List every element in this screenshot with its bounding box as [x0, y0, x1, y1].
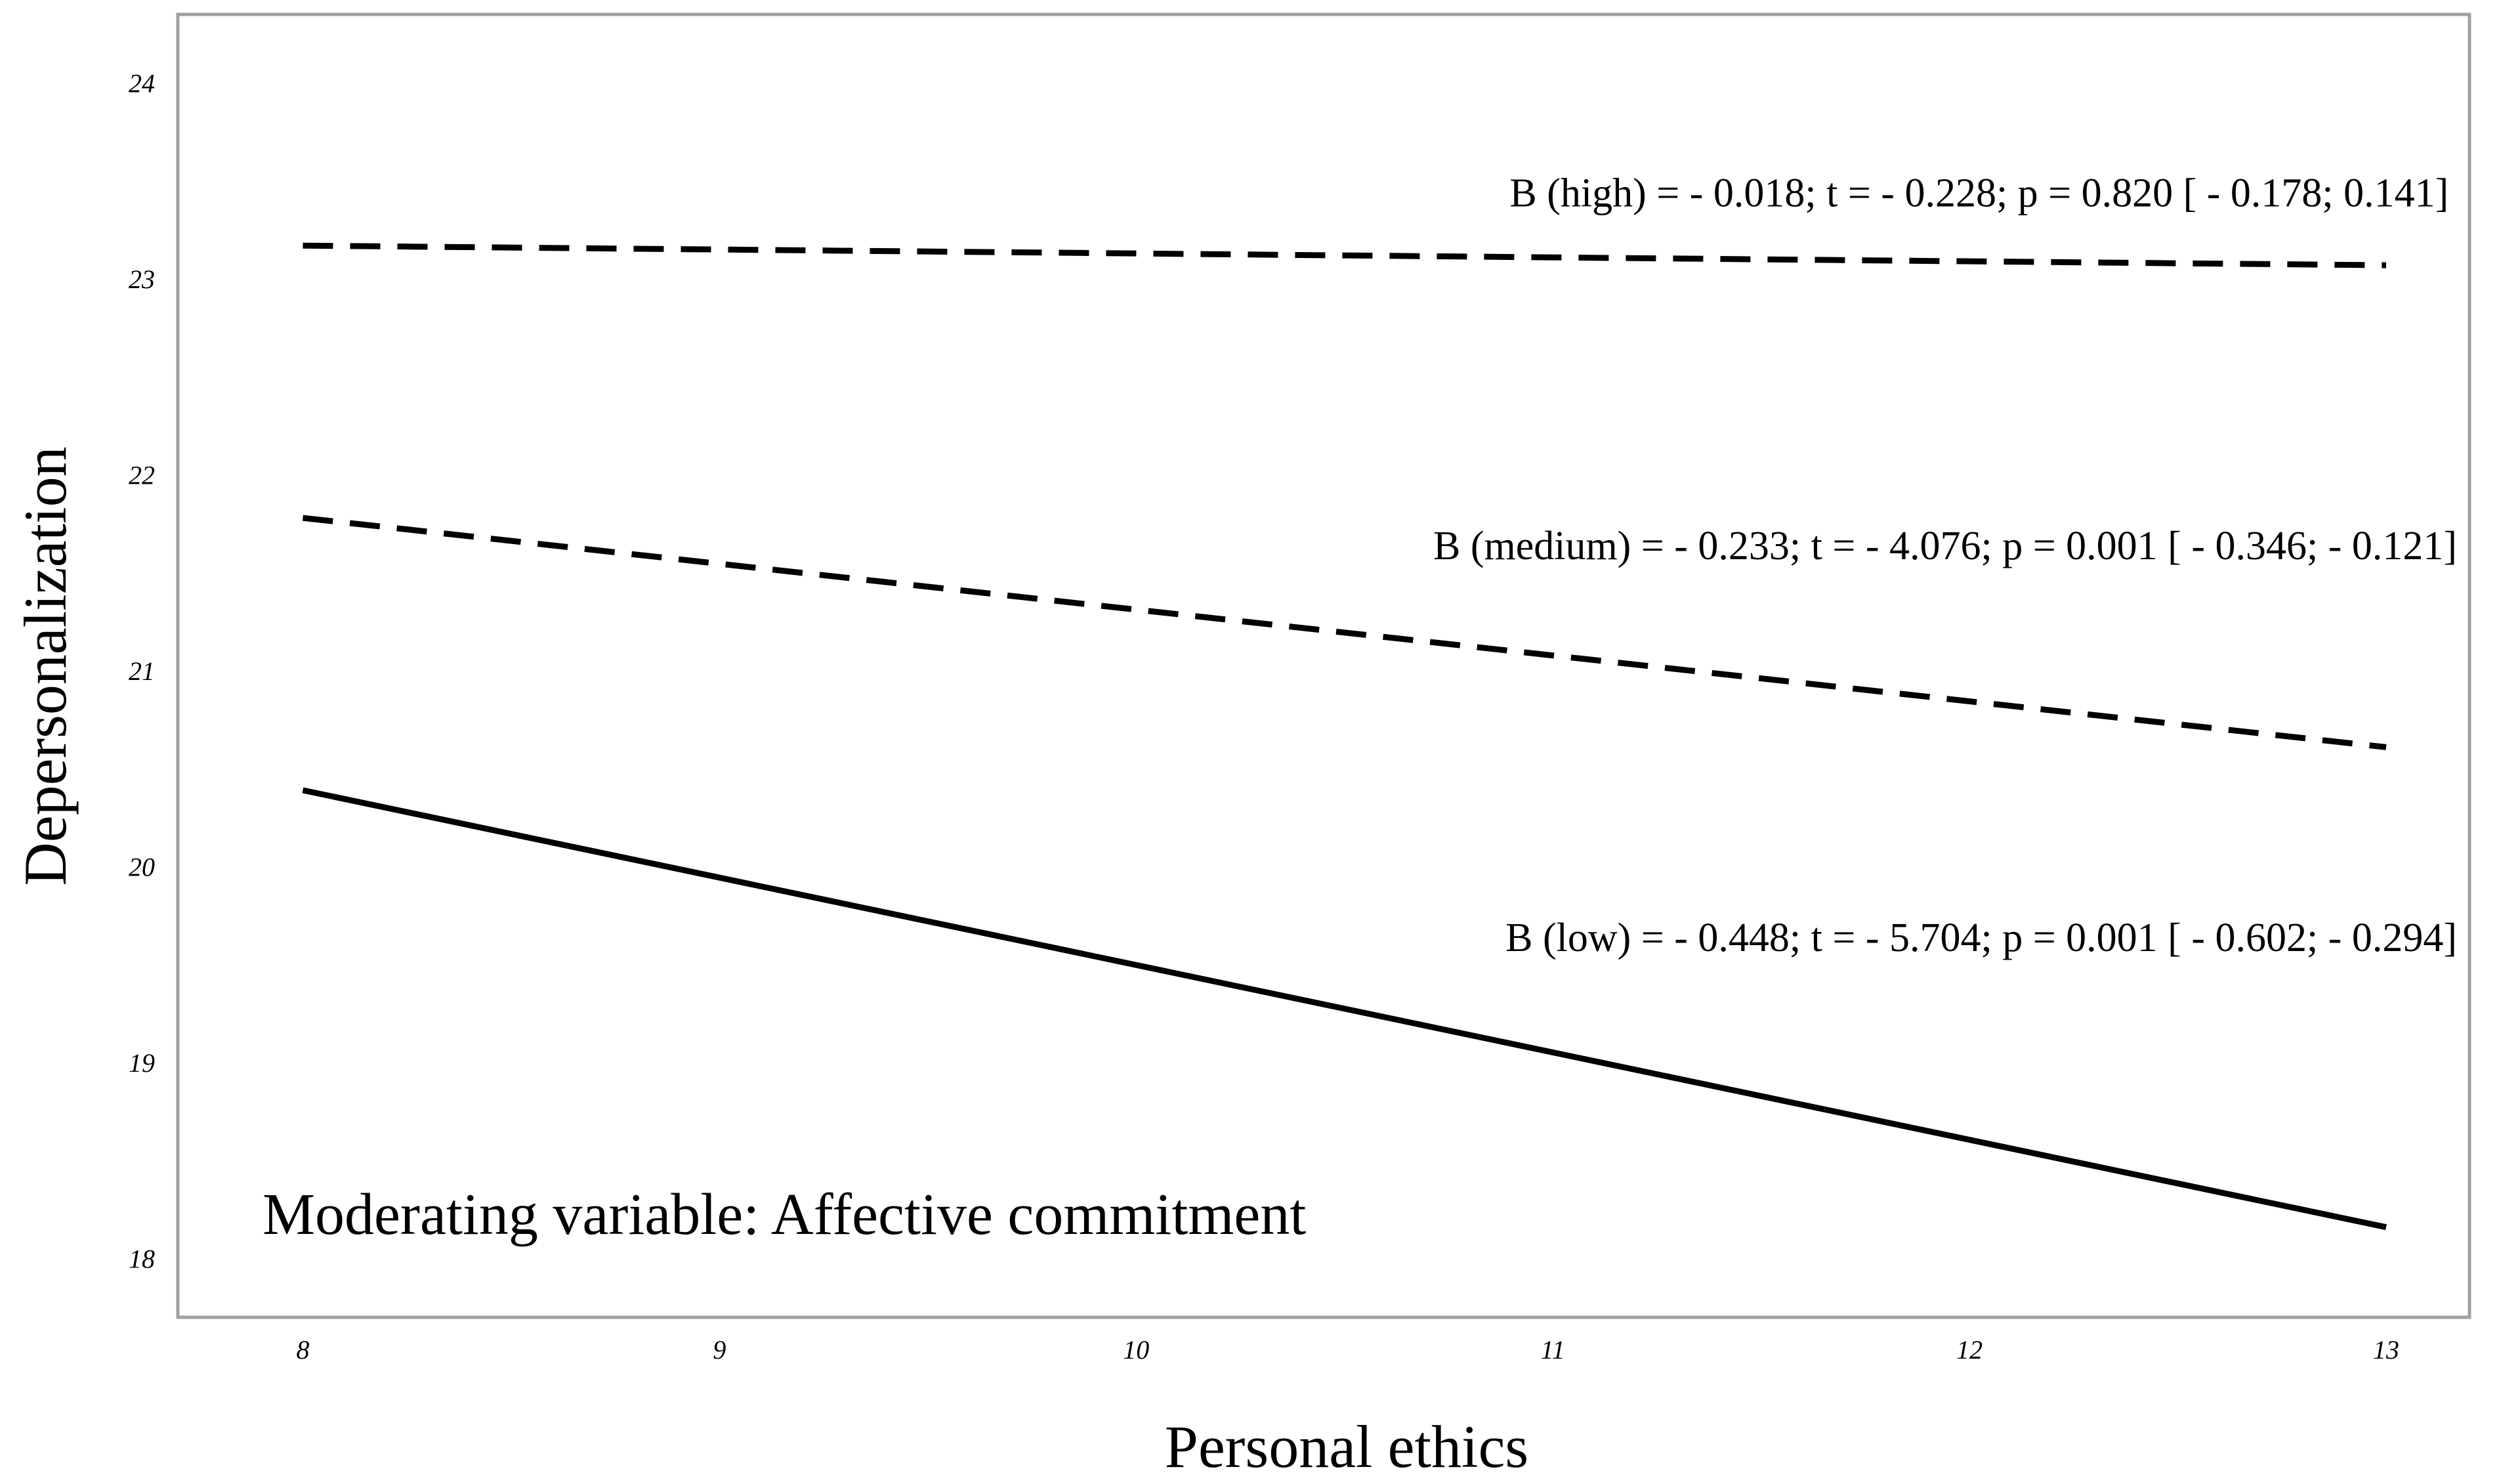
y-tick-label: 23 — [129, 265, 155, 294]
x-tick-label: 12 — [1956, 1335, 1983, 1365]
y-tick-label: 22 — [129, 461, 155, 490]
y-tick-label: 18 — [129, 1244, 155, 1274]
series-line-high — [303, 242, 2387, 268]
x-tick-label: 8 — [297, 1335, 310, 1365]
x-tick-label: 11 — [1541, 1335, 1565, 1365]
y-tick-label: 19 — [129, 1048, 155, 1078]
annotation-high: B (high) = - 0.018; t = - 0.228; p = 0.8… — [1509, 171, 2448, 216]
series-line-medium — [303, 515, 2387, 750]
y-tick-label: 20 — [129, 853, 155, 882]
x-axis-title: Personal ethics — [1165, 1413, 1528, 1480]
plot-frame — [176, 12, 2471, 1319]
moderator-note: Moderating variable: Affective commitmen… — [262, 1182, 1306, 1247]
y-tick-labels: 18 19 20 21 22 23 24 — [129, 69, 155, 1274]
series-layer — [302, 242, 2387, 1231]
annotation-medium: B (medium) = - 0.233; t = - 4.076; p = 0… — [1433, 524, 2457, 568]
x-tick-label: 10 — [1123, 1335, 1149, 1365]
y-tick-label: 24 — [129, 69, 155, 98]
x-tick-label: 9 — [713, 1335, 726, 1365]
regression-annotations: B (high) = - 0.018; t = - 0.228; p = 0.8… — [1433, 171, 2457, 960]
series-line-low — [302, 787, 2387, 1231]
y-tick-label: 21 — [129, 656, 155, 686]
annotation-low: B (low) = - 0.448; t = - 5.704; p = 0.00… — [1505, 916, 2457, 960]
x-tick-labels: 8 9 10 11 12 13 — [297, 1335, 2400, 1365]
y-axis-title: Depersonalization — [12, 446, 79, 885]
x-tick-label: 13 — [2373, 1335, 2399, 1365]
